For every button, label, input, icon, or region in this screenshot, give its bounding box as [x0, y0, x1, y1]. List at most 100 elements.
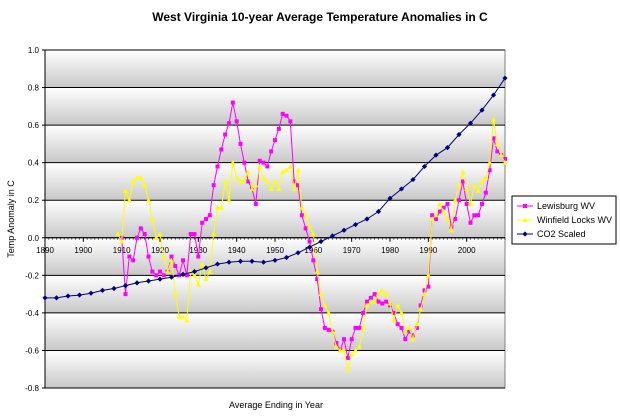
y-tick-label-2: 0.6 — [28, 121, 40, 130]
series-1-point-44 — [283, 167, 290, 173]
series-0-point-74 — [403, 337, 408, 342]
series-0-point-26 — [219, 147, 224, 152]
series-2-point-27 — [352, 222, 359, 228]
series-1-point-14 — [168, 257, 175, 263]
series-1-point-68 — [375, 291, 382, 297]
series-0-point-58 — [342, 337, 346, 342]
series-0-point-50 — [311, 258, 316, 263]
y-tick-label-6: -0.2 — [25, 271, 39, 280]
series-1-point-9 — [149, 216, 155, 221]
series-0-point-96 — [487, 168, 492, 173]
series-1-point-10 — [153, 235, 159, 240]
series-0-point-80 — [426, 284, 431, 289]
x-tick-label-5: 1940 — [228, 246, 246, 255]
series-2-point-39 — [490, 92, 497, 98]
series-1-point-45 — [287, 163, 293, 169]
series-0-point-20 — [196, 254, 201, 259]
series-2-point-26 — [341, 227, 347, 233]
series-1-point-93 — [471, 182, 477, 188]
series-1-point-42 — [276, 186, 282, 191]
series-1-point-18 — [184, 317, 190, 323]
series-2-point-10 — [157, 276, 163, 282]
y-axis: 1.0 0.8 0.6 0.4 0.2 0.0 -0.2 -0.4 -0.6 -0.8 — [25, 46, 46, 393]
series-0-point-17 — [184, 273, 189, 278]
series-0-point-3 — [131, 258, 136, 263]
series-0-point-68 — [380, 301, 385, 306]
series-1-point-52 — [314, 268, 320, 274]
series-0-point-7 — [146, 254, 151, 259]
series-0-point-5 — [138, 226, 143, 231]
series-1-point-55 — [326, 310, 332, 315]
series-1-point-65 — [364, 302, 370, 308]
series-0-point-72 — [395, 322, 400, 327]
series-1-point-46 — [291, 186, 297, 191]
series-1-point-76 — [406, 325, 412, 330]
series-0-point-81 — [430, 213, 435, 218]
series-1-point-29 — [226, 197, 232, 203]
series-1-point-72 — [391, 317, 397, 323]
y-axis-label: Temp Anomaly in C — [6, 180, 16, 258]
series-1-point-77 — [410, 336, 416, 342]
series-0-point-66 — [372, 292, 377, 297]
series-2-point-0 — [42, 295, 48, 301]
y-tick-label-9: -0.8 — [25, 384, 39, 393]
series-1-point-28 — [222, 178, 228, 184]
x-tick-label-1: 1900 — [74, 246, 92, 255]
series-1-point-22 — [199, 261, 205, 267]
series-0-point-42 — [280, 111, 285, 116]
series-1-point-85 — [441, 208, 447, 214]
series-1-point-41 — [272, 178, 278, 184]
series-0-point-38 — [265, 164, 270, 169]
series-2-point-25 — [329, 233, 336, 239]
series-0-point-75 — [407, 329, 412, 334]
series-2-point-14 — [203, 265, 209, 271]
series-0-point-48 — [303, 226, 308, 231]
series-1-point-27 — [218, 205, 224, 210]
series-2-point-36 — [456, 131, 462, 138]
series-1-point-48 — [299, 205, 305, 210]
series-2-point-32 — [410, 176, 416, 183]
series-0-point-79 — [422, 288, 427, 293]
series-1-point-82 — [429, 216, 435, 221]
series-1-point-15 — [172, 291, 178, 297]
series-1-point-35 — [249, 186, 255, 191]
series-0-point-67 — [376, 299, 381, 304]
series-2-point-38 — [479, 107, 485, 113]
series-1-point-23 — [203, 276, 209, 282]
series-0-point-8 — [150, 269, 155, 274]
series-2-point-16 — [226, 259, 232, 265]
series-1-point-59 — [341, 347, 347, 353]
series-0-point-44 — [288, 119, 293, 124]
plot-band-7 — [45, 312, 505, 351]
series-1-point-61 — [349, 351, 355, 357]
y-tick-label-1: 0.8 — [28, 84, 40, 93]
series-1-point-54 — [322, 302, 328, 308]
series-1-point-17 — [180, 314, 186, 319]
series-1-point-64 — [360, 325, 366, 330]
series-1-point-83 — [433, 212, 439, 218]
series-1-point-24 — [207, 268, 213, 274]
x-tick-label-10: 1990 — [419, 246, 437, 255]
series-2-point-29 — [375, 208, 382, 215]
series-0 — [119, 100, 507, 360]
series-0-point-40 — [273, 138, 277, 143]
series-0-point-77 — [414, 325, 419, 330]
series-1-point-78 — [414, 321, 420, 327]
series-2-point-35 — [444, 145, 451, 151]
legend-label-0: Lewisburg WV — [537, 201, 595, 211]
series-0-point-76 — [411, 333, 415, 338]
series-1-point-16 — [176, 314, 182, 319]
series-2-point-23 — [306, 244, 313, 250]
series-1-point-92 — [467, 201, 474, 206]
series-1-point-49 — [303, 212, 309, 218]
y-tick-label-7: -0.4 — [25, 309, 39, 318]
y-tick-label-8: -0.6 — [25, 346, 39, 355]
series-0-point-6 — [142, 232, 147, 237]
series-0-point-94 — [480, 201, 484, 206]
series-0-point-95 — [483, 190, 488, 195]
plot-band-2 — [45, 125, 505, 163]
series-0-point-35 — [253, 201, 258, 206]
series-0-point-91 — [468, 220, 473, 225]
plot-band-8 — [45, 350, 505, 388]
series-0-point-71 — [391, 310, 396, 315]
